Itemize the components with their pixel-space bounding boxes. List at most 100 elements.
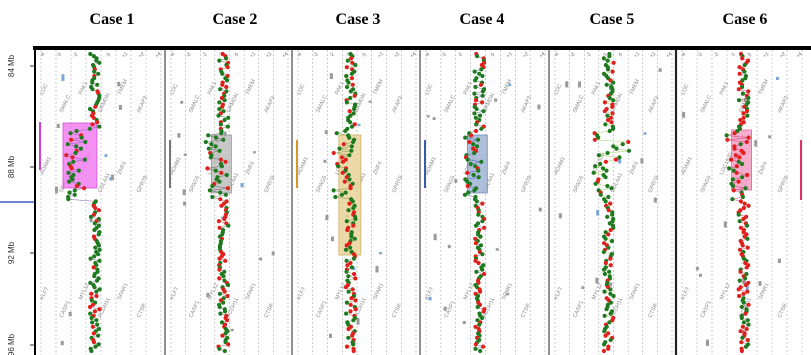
probe-point: [87, 106, 93, 112]
probe-point: [609, 186, 614, 191]
gene-block: [596, 210, 600, 216]
probe-point: [734, 170, 739, 175]
top-axis-bar: [33, 46, 811, 50]
probe-point: [746, 203, 751, 208]
case-title: Case 3: [336, 11, 381, 28]
gene-block: [97, 219, 101, 223]
probe-point: [349, 71, 354, 76]
probe-point: [352, 106, 357, 112]
probe-point: [473, 324, 478, 329]
probe-point: [744, 326, 749, 332]
gene-block: [723, 221, 727, 228]
probe-point: [347, 201, 352, 206]
probe-point: [478, 234, 483, 239]
probe-point: [604, 307, 609, 312]
mb-label: 84 Mb: [7, 54, 16, 77]
probe-point: [740, 91, 746, 96]
gene-block: [110, 174, 114, 181]
probe-point: [343, 247, 349, 252]
probe-point: [746, 135, 751, 140]
probe-point: [610, 318, 615, 323]
gene-block: [177, 133, 181, 138]
gene-label: TMEM: [245, 78, 257, 96]
probe-point: [591, 170, 596, 175]
gene-label: SPAG5: [315, 175, 328, 194]
probe-point: [730, 197, 735, 202]
probe-point: [93, 344, 98, 349]
gene-block: [508, 83, 512, 87]
tick-label: +1: [377, 51, 385, 59]
gene-block: [223, 131, 227, 138]
probe-point: [203, 139, 208, 145]
tick-label: -1: [217, 51, 224, 59]
probe-point: [603, 236, 608, 241]
probe-point: [471, 142, 476, 147]
probe-point: [210, 183, 215, 189]
gene-label: CTSR: [391, 303, 403, 319]
gene-block: [558, 213, 562, 219]
probe-point: [733, 153, 738, 158]
probe-point: [79, 135, 84, 140]
probe-point: [474, 269, 479, 274]
probe-point: [349, 144, 354, 149]
probe-point: [353, 62, 358, 68]
tick-label: +2: [265, 51, 273, 59]
gene-label: TMEM: [629, 78, 641, 96]
probe-point: [617, 155, 622, 160]
probe-point: [472, 111, 477, 116]
probe-point: [88, 214, 94, 219]
region-marker: [296, 140, 298, 188]
probe-point: [472, 188, 477, 193]
tick-label: -2: [457, 51, 464, 59]
probe-point: [743, 311, 748, 316]
probe-point: [607, 269, 612, 274]
probe-point: [744, 109, 750, 114]
probe-point: [70, 155, 75, 160]
probe-point: [346, 274, 351, 279]
tick-label: +1: [505, 51, 513, 59]
probe-point: [479, 126, 484, 131]
probe-point: [602, 271, 608, 277]
gene-block: [698, 273, 702, 277]
gene-block: [378, 252, 382, 255]
probe-point: [353, 276, 358, 281]
probe-point: [91, 340, 97, 345]
gene-block: [618, 157, 622, 164]
probe-point: [603, 333, 608, 338]
probe-point: [344, 219, 349, 224]
probe-point: [226, 115, 231, 120]
gene-label: KLF7: [680, 286, 691, 300]
probe-point: [348, 260, 353, 266]
tick-label: 0: [234, 52, 240, 59]
probe-point: [89, 315, 94, 321]
probe-point: [96, 71, 101, 76]
probe-point: [738, 269, 743, 274]
probe-point: [225, 186, 230, 191]
probe-point: [592, 137, 597, 142]
gene-label: TMEM: [117, 78, 129, 96]
probe-point: [736, 212, 741, 217]
probe-point: [217, 148, 222, 153]
probe-point: [340, 170, 345, 175]
probe-point: [349, 56, 354, 61]
gene-label: PAK1: [591, 81, 602, 96]
tick-label: -3: [569, 51, 576, 59]
probe-point: [480, 315, 485, 321]
tick-label: -3: [312, 51, 319, 59]
gene-block: [357, 123, 361, 127]
probe-point: [746, 302, 751, 307]
probe-point: [613, 157, 619, 162]
probe-point: [744, 223, 750, 228]
probe-point: [72, 188, 77, 193]
probe-point: [601, 267, 607, 272]
probe-point: [350, 333, 355, 338]
probe-point: [608, 291, 613, 296]
probe-point: [598, 161, 603, 167]
probe-point: [745, 236, 750, 241]
probe-point: [740, 194, 746, 200]
probe-point: [480, 219, 485, 224]
tick-label: +2: [138, 51, 146, 59]
gene-block: [754, 140, 758, 147]
gene-label: SPAR1: [501, 282, 514, 301]
probe-point: [221, 274, 226, 279]
